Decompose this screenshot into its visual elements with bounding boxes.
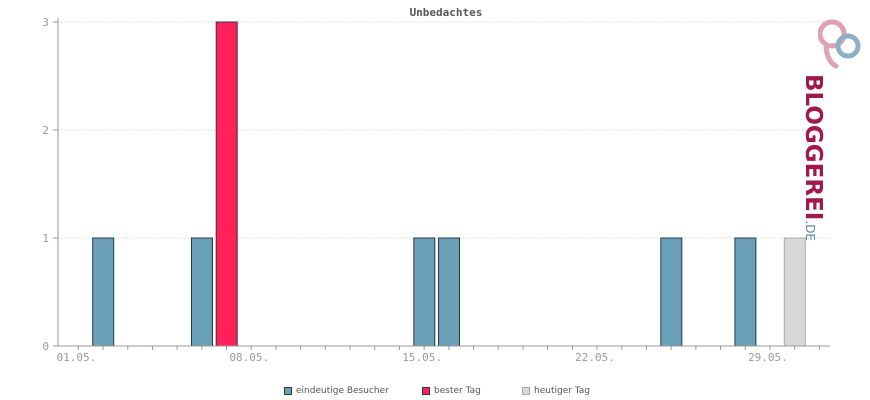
logo-icon xyxy=(818,19,861,69)
bar-day-28 xyxy=(734,237,757,347)
logo-wordmark: BLOGGEREI.DE xyxy=(800,74,836,241)
legend-label-today: heutiger Tag xyxy=(534,386,591,396)
logo-tld-text: .DE xyxy=(803,220,817,242)
bloggerei-logo: BLOGGEREI.DE xyxy=(800,14,866,241)
y-tick-label: 3 xyxy=(42,16,49,29)
bar-day-30 xyxy=(783,237,806,347)
bars xyxy=(92,21,806,347)
y-tick-label: 0 xyxy=(42,340,49,353)
legend-swatch-best-day xyxy=(422,387,430,395)
x-tick-label: 01.05. xyxy=(56,351,96,364)
visitor-chart: Unbedachtes 0 1 2 3 01.05. 08.05. 15.05. 22.05… xyxy=(42,6,830,364)
bar-day-16 xyxy=(438,237,460,347)
legend-item-best-day: bester Tag xyxy=(422,386,481,396)
legend-label-best-day: bester Tag xyxy=(434,386,481,396)
bar-day-6 xyxy=(191,237,213,347)
legend: eindeutige Besucher bester Tag heutiger … xyxy=(0,384,870,400)
legend-label-visitors: eindeutige Besucher xyxy=(296,386,389,396)
legend-swatch-today xyxy=(522,387,530,395)
y-tick-label: 1 xyxy=(42,232,49,245)
x-tick-label: 08.05. xyxy=(229,351,269,364)
y-ticks: 0 1 2 3 xyxy=(42,16,58,353)
bar-day-15 xyxy=(413,237,436,347)
x-tick-label: 29.05. xyxy=(748,351,788,364)
bar-day-25 xyxy=(660,237,683,347)
x-tick-label: 15.05. xyxy=(402,351,442,364)
legend-swatch-visitors xyxy=(284,387,292,395)
axes xyxy=(57,18,830,347)
legend-item-visitors: eindeutige Besucher xyxy=(284,386,389,396)
y-tick-label: 2 xyxy=(42,124,49,137)
logo-main-text: BLOGGEREI xyxy=(800,74,826,221)
x-tick-label: 22.05. xyxy=(575,351,615,364)
bar-day-7 xyxy=(215,21,238,347)
x-ticks: 01.05. 08.05. 15.05. 22.05. 29.05. xyxy=(56,346,820,364)
grid-lines xyxy=(58,21,830,239)
chart-title: Unbedachtes xyxy=(410,6,483,19)
legend-item-today: heutiger Tag xyxy=(522,386,590,396)
bar-day-2 xyxy=(92,237,115,347)
